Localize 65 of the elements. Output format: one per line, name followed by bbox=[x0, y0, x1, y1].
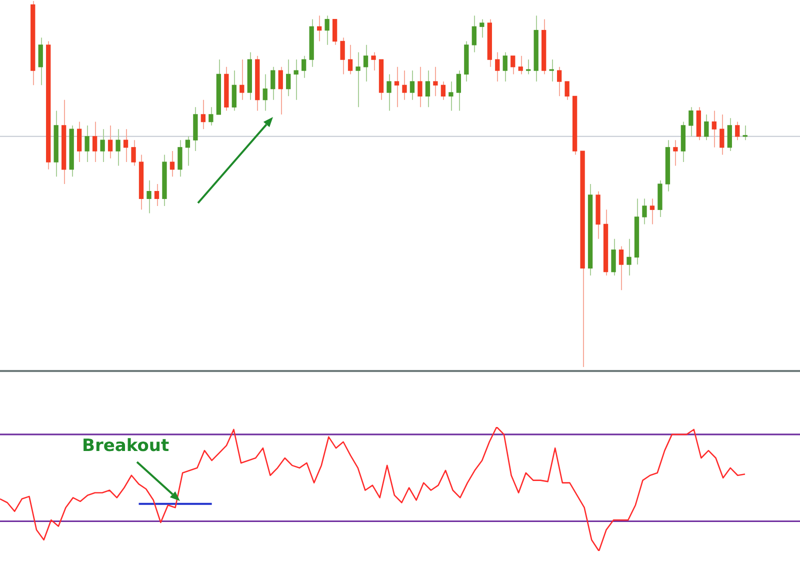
candlestick bbox=[556, 66, 562, 97]
candlestick bbox=[518, 55, 523, 75]
candlestick bbox=[472, 15, 476, 53]
candlestick bbox=[123, 128, 128, 163]
candlestick bbox=[240, 59, 244, 100]
candlestick bbox=[712, 110, 716, 148]
candlestick bbox=[386, 74, 392, 112]
candlestick bbox=[433, 66, 438, 97]
candlestick bbox=[178, 140, 182, 178]
candlestick bbox=[673, 140, 678, 166]
candlestick bbox=[480, 18, 484, 38]
candlestick bbox=[332, 18, 338, 46]
candlestick bbox=[131, 140, 136, 166]
candlestick bbox=[208, 106, 214, 126]
candlestick bbox=[348, 44, 353, 75]
candlestick bbox=[440, 81, 446, 100]
candlestick bbox=[456, 70, 462, 112]
candlestick bbox=[727, 118, 732, 152]
candlestick bbox=[688, 106, 694, 137]
candlestick bbox=[394, 66, 400, 108]
candlestick bbox=[92, 121, 98, 163]
candlestick bbox=[495, 52, 500, 82]
candlestick bbox=[200, 99, 206, 130]
annotation: Breakout bbox=[82, 436, 170, 456]
candlestick bbox=[38, 37, 43, 86]
candlestick bbox=[185, 136, 190, 166]
candlestick bbox=[418, 66, 422, 108]
candlestick bbox=[100, 128, 105, 163]
candlestick bbox=[502, 52, 508, 82]
candlestick bbox=[324, 15, 330, 46]
candlestick bbox=[340, 37, 345, 75]
candlestick bbox=[108, 124, 113, 159]
candlestick bbox=[270, 66, 276, 100]
candlestick bbox=[278, 66, 283, 115]
candlestick bbox=[448, 81, 454, 112]
candlestick bbox=[294, 59, 298, 100]
candlestick bbox=[526, 59, 531, 75]
candlestick bbox=[564, 81, 570, 100]
candlestick bbox=[704, 114, 709, 141]
candlestick bbox=[611, 238, 616, 276]
candlestick bbox=[146, 180, 152, 214]
candlestick bbox=[302, 55, 306, 78]
candlestick bbox=[286, 59, 291, 97]
candlestick bbox=[262, 74, 268, 112]
candlestick bbox=[425, 70, 430, 108]
candlestick bbox=[720, 114, 724, 156]
candlestick bbox=[626, 238, 632, 276]
candlestick bbox=[735, 121, 740, 141]
candlestick bbox=[84, 124, 90, 163]
candlestick bbox=[356, 52, 360, 108]
candlestick bbox=[402, 70, 407, 100]
candlestick bbox=[742, 124, 748, 141]
candlestick bbox=[618, 246, 624, 291]
candlestick bbox=[371, 52, 376, 72]
candlestick bbox=[154, 184, 160, 206]
candlestick bbox=[642, 198, 647, 225]
candlestick bbox=[363, 44, 368, 82]
candlestick bbox=[232, 70, 236, 112]
candlestick bbox=[650, 198, 655, 225]
candlestick bbox=[510, 55, 516, 75]
candlestick bbox=[116, 128, 120, 166]
candlestick bbox=[410, 70, 415, 100]
candlestick bbox=[170, 150, 175, 178]
candlestick bbox=[549, 59, 554, 82]
candlestick bbox=[76, 121, 82, 163]
